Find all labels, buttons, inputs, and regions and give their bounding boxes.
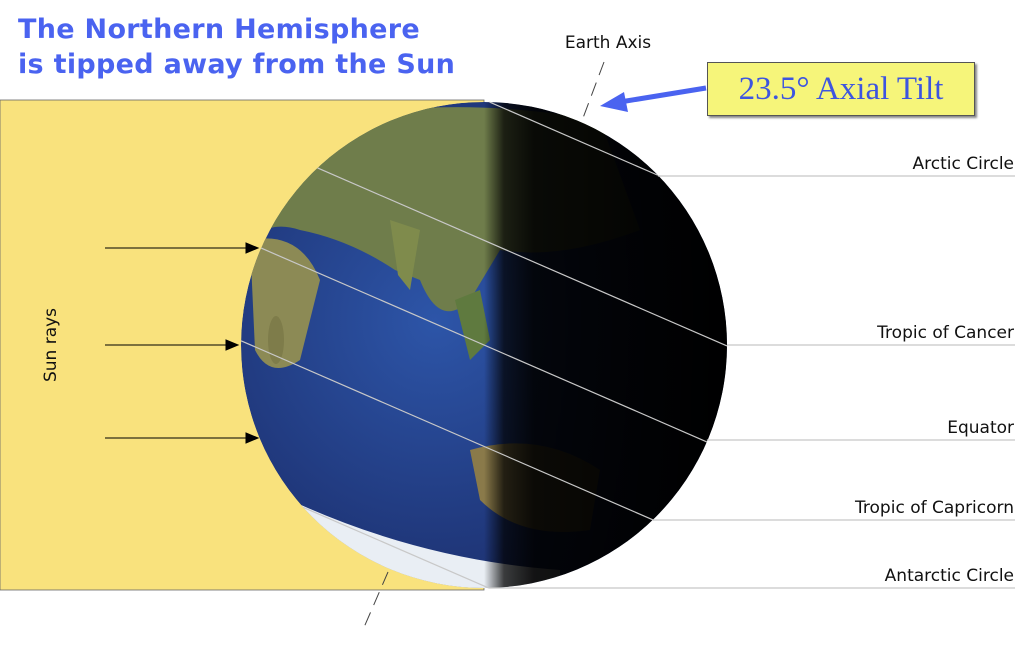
axial-tilt-label: 23.5° Axial Tilt (707, 62, 975, 116)
capricorn-line (240, 340, 654, 521)
title-line-2: is tipped away from the Sun (18, 49, 456, 80)
equator-label: Equator (947, 418, 1014, 438)
cancer-label: Tropic of Cancer (876, 323, 1014, 343)
cancer-line (317, 167, 728, 347)
capricorn-label: Tropic of Capricorn (854, 498, 1014, 518)
sun-rays-label: Sun rays (41, 308, 61, 382)
title-line-1: The Northern Hemisphere (18, 14, 420, 45)
latitude-lines (240, 101, 1015, 589)
tilt-arrow (600, 85, 707, 112)
sun-rays (105, 242, 260, 444)
earth-axis-label: Earth Axis (565, 33, 651, 53)
arctic-line (489, 101, 659, 176)
earth-axis (361, 61, 605, 633)
antarctic-line (302, 506, 489, 589)
antarctic-label: Antarctic Circle (885, 566, 1014, 586)
equator-line (260, 247, 708, 443)
arctic-label: Arctic Circle (913, 154, 1014, 174)
page-title: The Northern Hemisphere is tipped away f… (18, 12, 455, 82)
